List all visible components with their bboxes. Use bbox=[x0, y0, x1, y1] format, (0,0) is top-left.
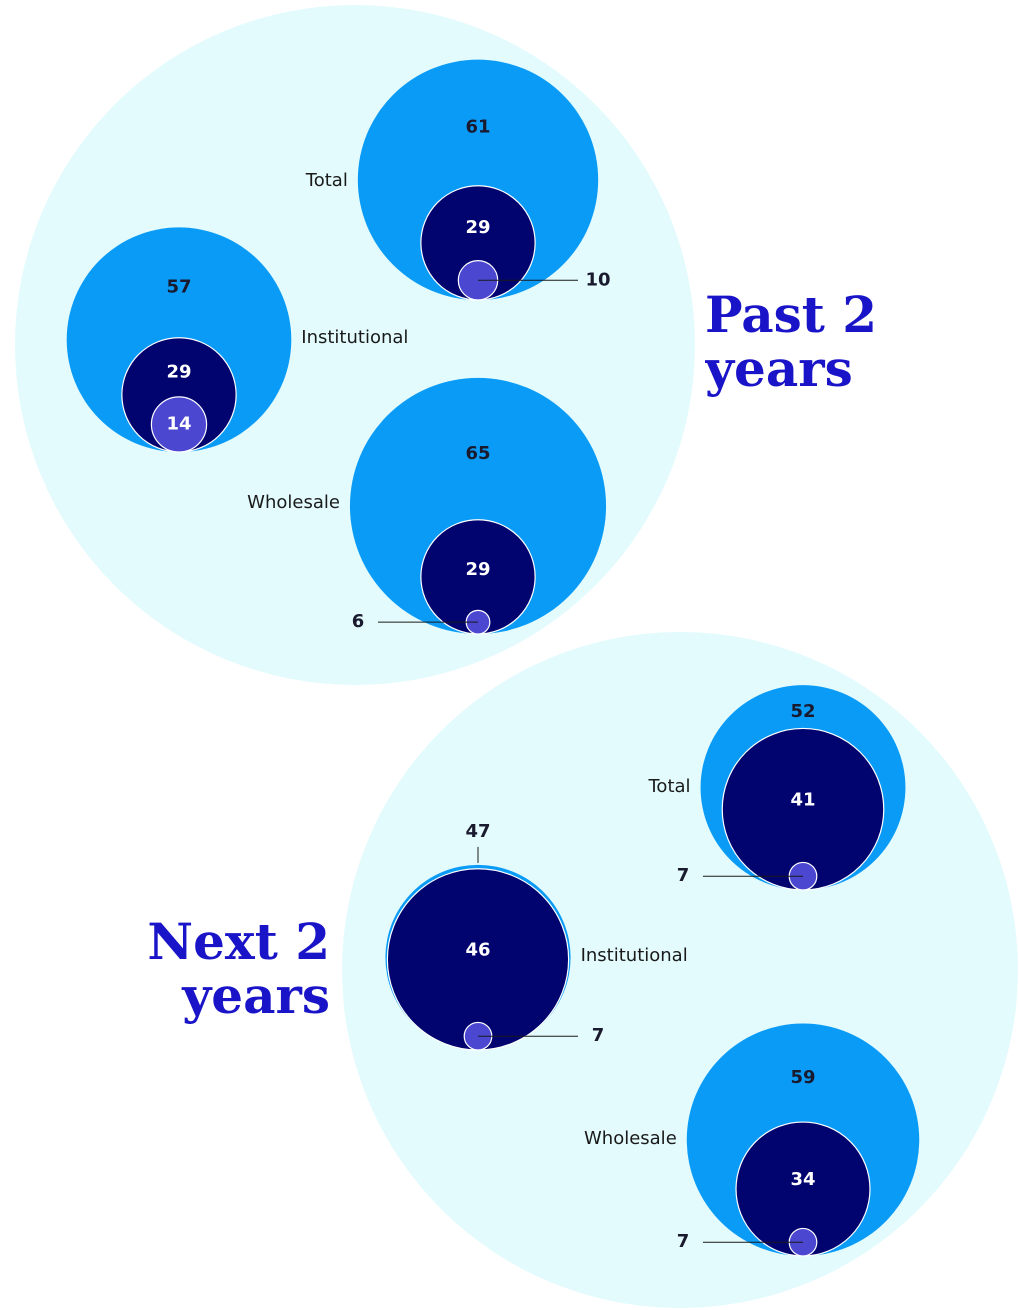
value-label: 29 bbox=[465, 217, 490, 238]
value-label: 46 bbox=[465, 940, 490, 961]
chart-title: Next 2 years bbox=[147, 915, 330, 1025]
title-box: Past 2 years bbox=[705, 288, 878, 398]
category-label: Institutional bbox=[581, 945, 688, 966]
value-label: 47 bbox=[465, 821, 490, 842]
value-label: 7 bbox=[677, 1231, 690, 1252]
value-label: 7 bbox=[592, 1025, 605, 1046]
value-label: 52 bbox=[790, 701, 815, 722]
chart-title: Past 2 years bbox=[705, 288, 878, 398]
value-label: 59 bbox=[790, 1067, 815, 1088]
value-label: 34 bbox=[790, 1169, 815, 1190]
category-label: Total bbox=[305, 170, 348, 191]
outer-bubble bbox=[349, 377, 607, 634]
title-box: Next 2 years bbox=[147, 915, 330, 1025]
value-label: 65 bbox=[465, 443, 490, 464]
category-label: Total bbox=[648, 776, 691, 797]
category-label: Wholesale bbox=[247, 492, 340, 513]
value-label: 29 bbox=[166, 361, 191, 382]
value-label: 6 bbox=[352, 611, 365, 632]
outer-bubble bbox=[357, 59, 599, 300]
value-label: 57 bbox=[166, 277, 191, 298]
inner-bubble bbox=[150, 396, 208, 453]
value-label: 14 bbox=[166, 413, 191, 434]
value-label: 41 bbox=[790, 789, 815, 810]
value-label: 61 bbox=[465, 117, 490, 138]
value-label: 29 bbox=[465, 559, 490, 580]
value-label: 10 bbox=[585, 269, 610, 290]
category-label: Institutional bbox=[301, 327, 408, 348]
category-label: Wholesale bbox=[584, 1128, 677, 1149]
value-label: 7 bbox=[677, 865, 690, 886]
